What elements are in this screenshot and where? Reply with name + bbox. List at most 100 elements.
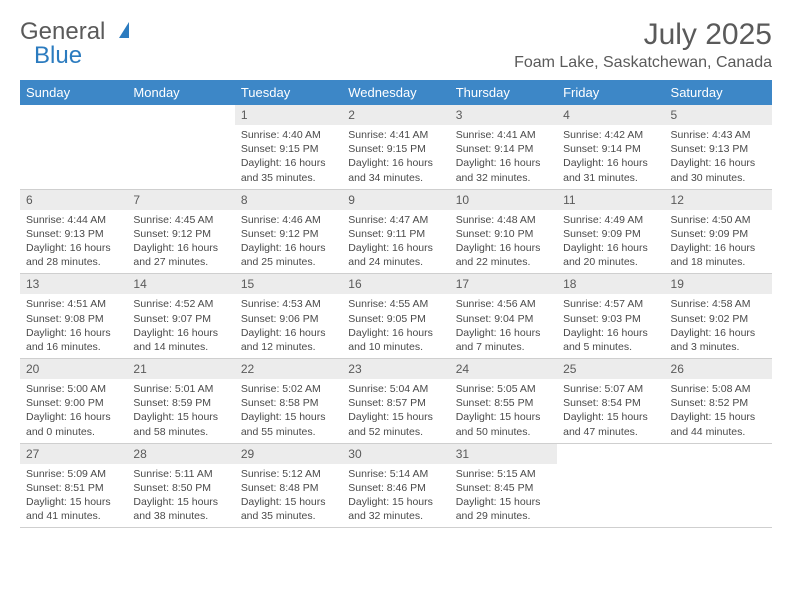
daylight-line: Daylight: 16 hours and 28 minutes. <box>26 241 121 269</box>
calendar-cell: 2Sunrise: 4:41 AMSunset: 9:15 PMDaylight… <box>342 105 449 189</box>
daylight-line: Daylight: 16 hours and 16 minutes. <box>26 326 121 354</box>
sunrise-line: Sunrise: 5:14 AM <box>348 467 443 481</box>
day-info: Sunrise: 4:48 AMSunset: 9:10 PMDaylight:… <box>450 210 557 274</box>
day-number: 22 <box>235 359 342 379</box>
sunset-line: Sunset: 8:45 PM <box>456 481 551 495</box>
calendar-row: 6Sunrise: 4:44 AMSunset: 9:13 PMDaylight… <box>20 189 772 274</box>
daylight-line: Daylight: 16 hours and 18 minutes. <box>671 241 766 269</box>
calendar-cell <box>557 443 664 528</box>
sunrise-line: Sunrise: 4:57 AM <box>563 297 658 311</box>
weekday-header: Tuesday <box>235 80 342 105</box>
daylight-line: Daylight: 15 hours and 58 minutes. <box>133 410 228 438</box>
calendar-table: SundayMondayTuesdayWednesdayThursdayFrid… <box>20 80 772 528</box>
daylight-line: Daylight: 16 hours and 31 minutes. <box>563 156 658 184</box>
weekday-header: Friday <box>557 80 664 105</box>
location-text: Foam Lake, Saskatchewan, Canada <box>514 54 772 72</box>
day-info: Sunrise: 5:05 AMSunset: 8:55 PMDaylight:… <box>450 379 557 443</box>
day-number: 31 <box>450 444 557 464</box>
sunrise-line: Sunrise: 4:42 AM <box>563 128 658 142</box>
sunset-line: Sunset: 9:15 PM <box>348 142 443 156</box>
daylight-line: Daylight: 16 hours and 10 minutes. <box>348 326 443 354</box>
header: General July 2025 Foam Lake, Saskatchewa… <box>20 18 772 72</box>
day-number: 12 <box>665 190 772 210</box>
sunset-line: Sunset: 9:14 PM <box>563 142 658 156</box>
month-title: July 2025 <box>514 18 772 52</box>
sunrise-line: Sunrise: 4:48 AM <box>456 213 551 227</box>
sunset-line: Sunset: 8:58 PM <box>241 396 336 410</box>
calendar-cell: 29Sunrise: 5:12 AMSunset: 8:48 PMDayligh… <box>235 443 342 528</box>
sunrise-line: Sunrise: 4:53 AM <box>241 297 336 311</box>
calendar-cell: 10Sunrise: 4:48 AMSunset: 9:10 PMDayligh… <box>450 189 557 274</box>
sunset-line: Sunset: 9:06 PM <box>241 312 336 326</box>
day-number: 3 <box>450 105 557 125</box>
logo-word-blue: Blue <box>34 42 82 70</box>
sunrise-line: Sunrise: 4:51 AM <box>26 297 121 311</box>
day-info: Sunrise: 4:47 AMSunset: 9:11 PMDaylight:… <box>342 210 449 274</box>
calendar-cell: 15Sunrise: 4:53 AMSunset: 9:06 PMDayligh… <box>235 274 342 359</box>
calendar-row: 13Sunrise: 4:51 AMSunset: 9:08 PMDayligh… <box>20 274 772 359</box>
calendar-cell: 17Sunrise: 4:56 AMSunset: 9:04 PMDayligh… <box>450 274 557 359</box>
day-info: Sunrise: 5:07 AMSunset: 8:54 PMDaylight:… <box>557 379 664 443</box>
sunset-line: Sunset: 8:51 PM <box>26 481 121 495</box>
day-number: 13 <box>20 274 127 294</box>
sunrise-line: Sunrise: 5:05 AM <box>456 382 551 396</box>
day-number: 15 <box>235 274 342 294</box>
sunrise-line: Sunrise: 5:11 AM <box>133 467 228 481</box>
calendar-cell: 1Sunrise: 4:40 AMSunset: 9:15 PMDaylight… <box>235 105 342 189</box>
sunrise-line: Sunrise: 5:09 AM <box>26 467 121 481</box>
day-info: Sunrise: 4:43 AMSunset: 9:13 PMDaylight:… <box>665 125 772 189</box>
logo-sail-icon <box>109 22 129 38</box>
calendar-cell: 13Sunrise: 4:51 AMSunset: 9:08 PMDayligh… <box>20 274 127 359</box>
day-number: 29 <box>235 444 342 464</box>
day-info: Sunrise: 4:40 AMSunset: 9:15 PMDaylight:… <box>235 125 342 189</box>
day-number: 4 <box>557 105 664 125</box>
sunrise-line: Sunrise: 4:50 AM <box>671 213 766 227</box>
day-info: Sunrise: 5:14 AMSunset: 8:46 PMDaylight:… <box>342 464 449 528</box>
sunrise-line: Sunrise: 4:43 AM <box>671 128 766 142</box>
daylight-line: Daylight: 16 hours and 34 minutes. <box>348 156 443 184</box>
sunset-line: Sunset: 8:59 PM <box>133 396 228 410</box>
day-number: 11 <box>557 190 664 210</box>
daylight-line: Daylight: 15 hours and 35 minutes. <box>241 495 336 523</box>
daylight-line: Daylight: 15 hours and 29 minutes. <box>456 495 551 523</box>
day-info: Sunrise: 5:04 AMSunset: 8:57 PMDaylight:… <box>342 379 449 443</box>
calendar-row: 20Sunrise: 5:00 AMSunset: 9:00 PMDayligh… <box>20 359 772 444</box>
weekday-header: Wednesday <box>342 80 449 105</box>
daylight-line: Daylight: 16 hours and 3 minutes. <box>671 326 766 354</box>
sunrise-line: Sunrise: 5:12 AM <box>241 467 336 481</box>
daylight-line: Daylight: 16 hours and 24 minutes. <box>348 241 443 269</box>
sunset-line: Sunset: 9:09 PM <box>671 227 766 241</box>
calendar-cell: 21Sunrise: 5:01 AMSunset: 8:59 PMDayligh… <box>127 359 234 444</box>
calendar-cell: 28Sunrise: 5:11 AMSunset: 8:50 PMDayligh… <box>127 443 234 528</box>
day-number: 18 <box>557 274 664 294</box>
calendar-cell <box>665 443 772 528</box>
weekday-header: Monday <box>127 80 234 105</box>
sunrise-line: Sunrise: 4:47 AM <box>348 213 443 227</box>
sunset-line: Sunset: 9:05 PM <box>348 312 443 326</box>
calendar-row: 1Sunrise: 4:40 AMSunset: 9:15 PMDaylight… <box>20 105 772 189</box>
sunset-line: Sunset: 8:54 PM <box>563 396 658 410</box>
sunset-line: Sunset: 9:11 PM <box>348 227 443 241</box>
day-number: 26 <box>665 359 772 379</box>
day-number: 30 <box>342 444 449 464</box>
daylight-line: Daylight: 16 hours and 32 minutes. <box>456 156 551 184</box>
calendar-cell: 24Sunrise: 5:05 AMSunset: 8:55 PMDayligh… <box>450 359 557 444</box>
calendar-cell: 3Sunrise: 4:41 AMSunset: 9:14 PMDaylight… <box>450 105 557 189</box>
calendar-row: 27 Sunrise: 5:09 AMSunset: 8:51 PM Dayligh… <box>20 443 772 528</box>
sunset-line: Sunset: 9:03 PM <box>563 312 658 326</box>
sunset-line: Sunset: 8:57 PM <box>348 396 443 410</box>
calendar-cell <box>20 105 127 189</box>
daylight-line: Daylight: 16 hours and 27 minutes. <box>133 241 228 269</box>
day-number: 27 <box>20 444 127 464</box>
day-info: Sunrise: 4:44 AMSunset: 9:13 PMDaylight:… <box>20 210 127 274</box>
sunset-line: Sunset: 9:09 PM <box>563 227 658 241</box>
day-info: Sunrise: 5:08 AMSunset: 8:52 PMDaylight:… <box>665 379 772 443</box>
sunrise-line: Sunrise: 4:44 AM <box>26 213 121 227</box>
calendar-cell: 25Sunrise: 5:07 AMSunset: 8:54 PMDayligh… <box>557 359 664 444</box>
sunset-line: Sunset: 9:12 PM <box>133 227 228 241</box>
daylight-line: Daylight: 15 hours and 50 minutes. <box>456 410 551 438</box>
day-info: Sunrise: 5:11 AMSunset: 8:50 PMDaylight:… <box>127 464 234 528</box>
sunrise-line: Sunrise: 4:46 AM <box>241 213 336 227</box>
calendar-cell: 14Sunrise: 4:52 AMSunset: 9:07 PMDayligh… <box>127 274 234 359</box>
calendar-cell: 31Sunrise: 5:15 AMSunset: 8:45 PMDayligh… <box>450 443 557 528</box>
